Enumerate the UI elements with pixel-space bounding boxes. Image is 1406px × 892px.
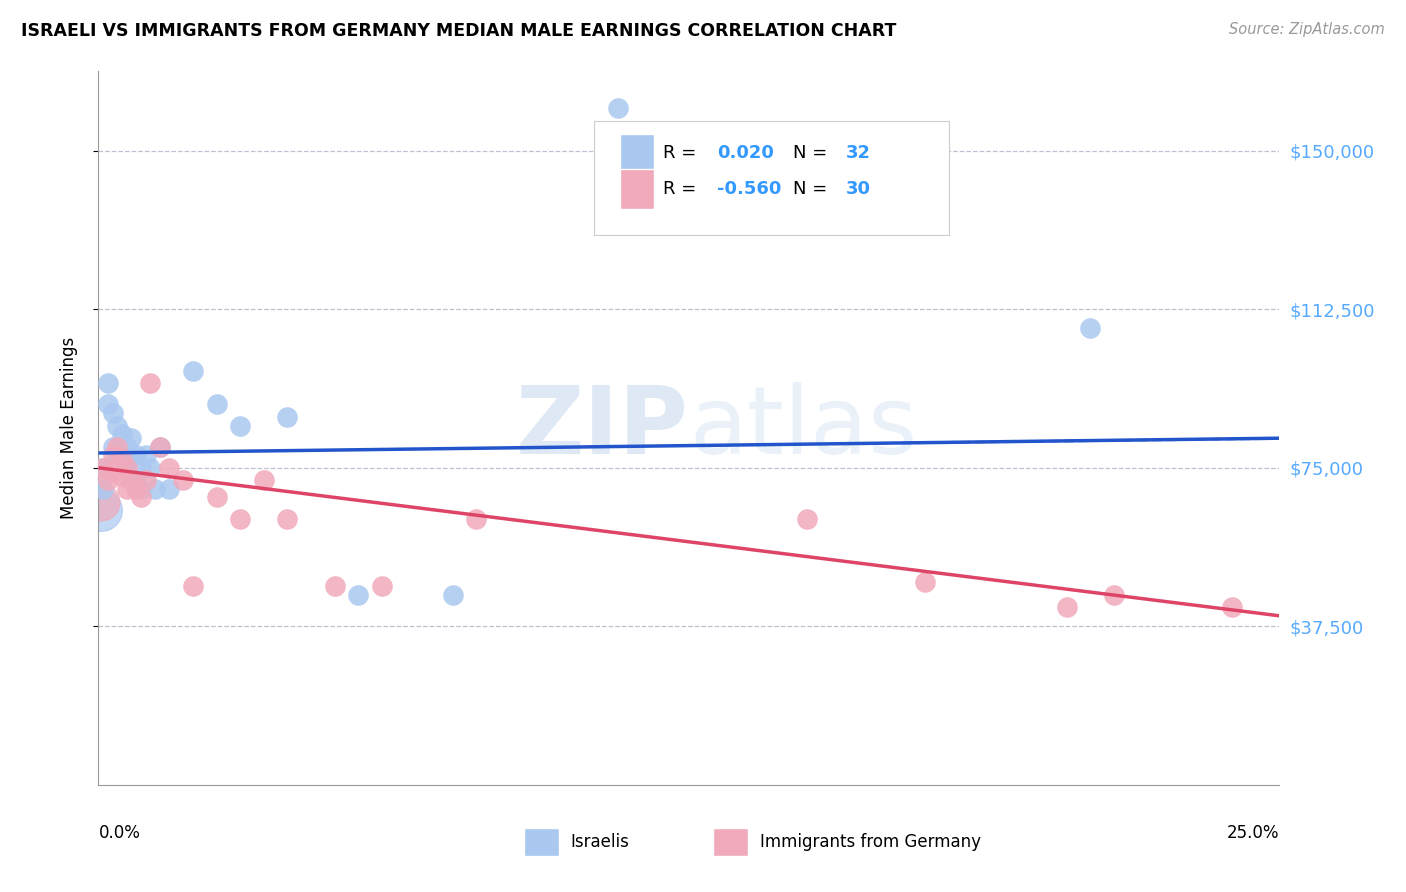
- Point: [181, 363, 204, 377]
- Point: [1102, 588, 1125, 602]
- FancyBboxPatch shape: [595, 121, 949, 235]
- Point: [441, 588, 464, 602]
- FancyBboxPatch shape: [713, 828, 748, 856]
- Text: Immigrants from Germany: Immigrants from Germany: [759, 833, 981, 851]
- FancyBboxPatch shape: [523, 828, 560, 856]
- Point: [97, 397, 120, 411]
- Text: ZIP: ZIP: [516, 382, 689, 475]
- FancyBboxPatch shape: [620, 134, 654, 173]
- FancyBboxPatch shape: [620, 169, 654, 209]
- Text: R =: R =: [664, 145, 702, 162]
- Point: [129, 491, 152, 505]
- Point: [129, 482, 152, 496]
- Point: [121, 431, 143, 445]
- Point: [125, 448, 148, 462]
- Point: [748, 165, 770, 179]
- Point: [181, 579, 204, 593]
- Text: 30: 30: [846, 180, 872, 198]
- Point: [143, 482, 166, 496]
- Point: [465, 511, 488, 525]
- Point: [111, 427, 134, 442]
- Point: [105, 440, 128, 454]
- Point: [1080, 321, 1102, 335]
- Point: [125, 482, 148, 496]
- Text: 25.0%: 25.0%: [1227, 824, 1279, 842]
- Point: [607, 101, 630, 115]
- Point: [115, 482, 138, 496]
- Point: [205, 491, 228, 505]
- Point: [90, 503, 112, 517]
- Point: [149, 440, 172, 454]
- Text: -0.560: -0.560: [717, 180, 782, 198]
- Point: [90, 494, 112, 508]
- Point: [135, 448, 157, 462]
- Point: [111, 452, 134, 467]
- Point: [371, 579, 394, 593]
- Text: atlas: atlas: [689, 382, 917, 475]
- Point: [796, 511, 818, 525]
- Point: [115, 460, 138, 475]
- Point: [1220, 600, 1243, 615]
- Point: [914, 574, 936, 589]
- Point: [172, 474, 194, 488]
- Point: [121, 474, 143, 488]
- Point: [121, 448, 143, 462]
- Point: [111, 469, 134, 483]
- Point: [157, 460, 180, 475]
- Text: Source: ZipAtlas.com: Source: ZipAtlas.com: [1229, 22, 1385, 37]
- Point: [125, 474, 148, 488]
- Point: [101, 440, 124, 454]
- Text: 32: 32: [846, 145, 872, 162]
- Point: [276, 410, 298, 425]
- Point: [115, 460, 138, 475]
- Point: [139, 460, 162, 475]
- Point: [105, 448, 128, 462]
- Point: [323, 579, 346, 593]
- Point: [253, 474, 276, 488]
- Point: [105, 418, 128, 433]
- Point: [229, 418, 252, 433]
- Point: [135, 474, 157, 488]
- Text: N =: N =: [793, 145, 832, 162]
- Point: [205, 397, 228, 411]
- Point: [149, 440, 172, 454]
- Text: 0.0%: 0.0%: [98, 824, 141, 842]
- Text: 0.020: 0.020: [717, 145, 775, 162]
- Point: [157, 482, 180, 496]
- Point: [347, 588, 370, 602]
- Y-axis label: Median Male Earnings: Median Male Earnings: [59, 337, 77, 519]
- Text: Israelis: Israelis: [571, 833, 630, 851]
- Point: [97, 474, 120, 488]
- Point: [91, 460, 114, 475]
- Point: [91, 460, 114, 475]
- Point: [129, 460, 152, 475]
- Point: [101, 406, 124, 420]
- Point: [139, 376, 162, 391]
- Text: ISRAELI VS IMMIGRANTS FROM GERMANY MEDIAN MALE EARNINGS CORRELATION CHART: ISRAELI VS IMMIGRANTS FROM GERMANY MEDIA…: [21, 22, 897, 40]
- Point: [111, 452, 134, 467]
- Point: [1056, 600, 1078, 615]
- Text: N =: N =: [793, 180, 832, 198]
- Point: [97, 376, 120, 391]
- Point: [91, 482, 114, 496]
- Point: [115, 440, 138, 454]
- Text: R =: R =: [664, 180, 702, 198]
- Point: [276, 511, 298, 525]
- Point: [101, 448, 124, 462]
- Point: [229, 511, 252, 525]
- Point: [101, 465, 124, 479]
